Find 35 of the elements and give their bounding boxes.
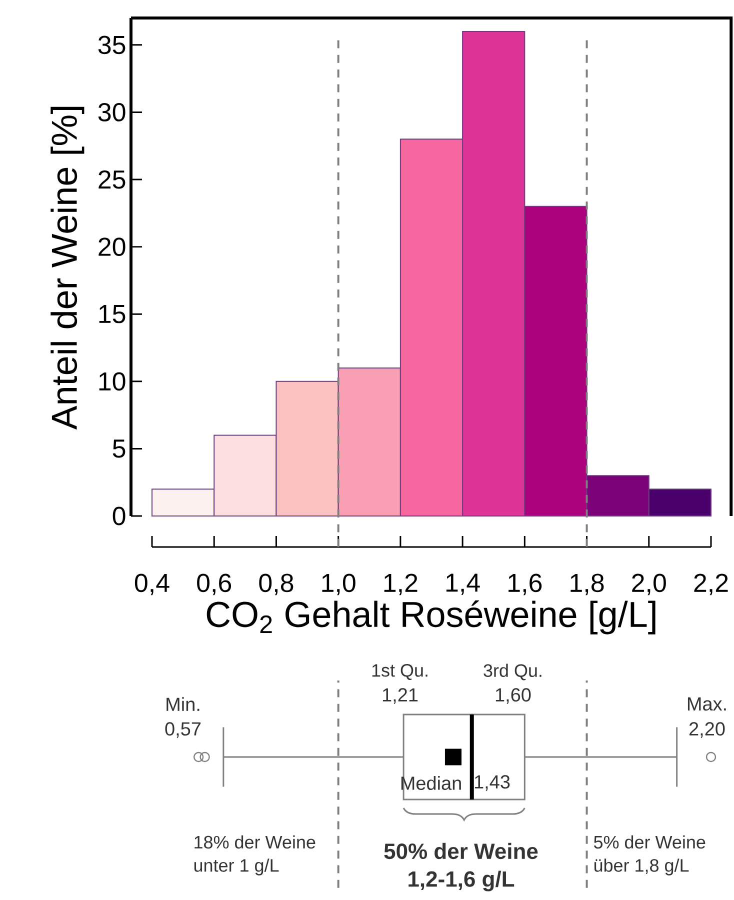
text: 1st Qu. bbox=[372, 664, 428, 680]
x-tick-label: 1,4 bbox=[446, 574, 480, 595]
x-tick-label: 0,8 bbox=[259, 574, 294, 596]
x-tick-label: 2,0 bbox=[632, 574, 666, 596]
x-tick-label: 0,6 bbox=[197, 574, 232, 596]
y-tick-label: 10 bbox=[99, 372, 126, 391]
y-axis-title: Anteil der Weine [%] bbox=[50, 106, 84, 430]
y-tick-label: 20 bbox=[98, 238, 126, 256]
y-tick-label: 35 bbox=[98, 36, 126, 54]
text: 3rd Qu. bbox=[484, 664, 542, 680]
annotation: 5% der Weine bbox=[594, 835, 706, 849]
x-tick-label: 0,4 bbox=[134, 574, 170, 596]
x-tick-label: 1,8 bbox=[570, 574, 604, 596]
annotation: 1,2-1,6 g/L bbox=[408, 870, 514, 892]
y-tick-label: 0 bbox=[112, 506, 126, 526]
annotation: Max. bbox=[688, 697, 726, 711]
x-tick-label: 1,0 bbox=[322, 574, 356, 596]
x-tick-label: 1,2 bbox=[384, 574, 418, 596]
annotation: 1,60 bbox=[496, 688, 531, 704]
x-axis-title: CO$_{2}$ Gehalt Roséweine [g/L] bbox=[206, 600, 656, 634]
y-tick-label: 15 bbox=[99, 305, 126, 324]
annotation: 2,20 bbox=[689, 722, 725, 738]
annotation: 50% der Weine bbox=[384, 842, 538, 860]
y-tick-label: 30 bbox=[98, 103, 126, 122]
y-tick-label: 5 bbox=[112, 440, 126, 458]
annotation: 1,21 bbox=[382, 688, 418, 704]
y-tick-label: 25 bbox=[98, 170, 126, 189]
x-tick-label: 1,6 bbox=[508, 574, 542, 596]
annotation: unter 1 g/L bbox=[194, 858, 279, 876]
annotation: über 1,8 g/L bbox=[594, 858, 689, 876]
annotation: 0,57 bbox=[165, 722, 201, 738]
x-tick-label: 2,2 bbox=[694, 574, 728, 596]
annotation: 18% der Weine bbox=[194, 835, 316, 849]
annotation: 1,43 bbox=[474, 775, 510, 791]
annotation: Min. bbox=[166, 697, 200, 711]
